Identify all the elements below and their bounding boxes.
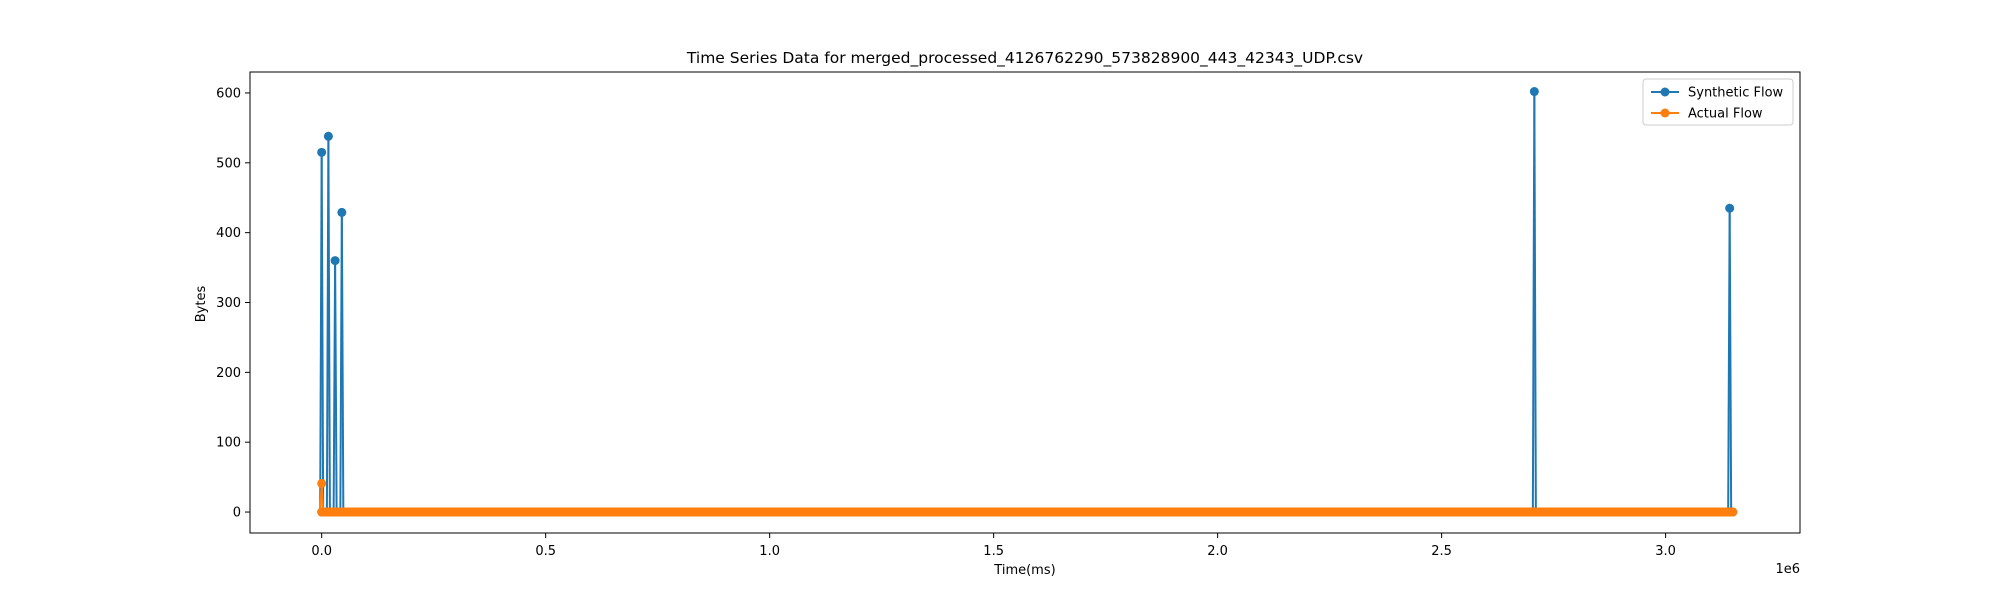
data-point — [317, 478, 327, 488]
x-tick-label: 0.0 — [311, 544, 332, 559]
series-line-segment — [320, 152, 325, 513]
legend-marker — [1660, 108, 1670, 118]
plot-area: 0.0 0.5 1.0 1.5 2.0 2.5 3.0 0 100 200 300 400 500 60… — [216, 71, 1801, 559]
data-point — [323, 131, 333, 141]
series-line-segment — [334, 260, 338, 513]
legend-box — [1642, 78, 1794, 126]
x-axis-ticks: 0.0 0.5 1.0 1.5 2.0 2.5 3.0 — [311, 533, 1676, 559]
series-line-segment — [320, 483, 325, 513]
data-point — [337, 207, 347, 217]
legend-label: Actual Flow — [1688, 107, 1763, 122]
legend-label: Synthetic Flow — [1688, 86, 1784, 101]
series-layer — [317, 87, 1738, 517]
y-tick-label: 100 — [216, 436, 241, 451]
x-tick-label: 1.5 — [983, 544, 1004, 559]
y-tick-label: 500 — [216, 156, 241, 171]
data-point — [317, 147, 327, 157]
legend-items: Synthetic Flow Actual Flow — [1651, 86, 1784, 122]
x-axis-offset-label: 1e6 — [1775, 562, 1800, 577]
data-point — [330, 256, 340, 266]
x-tick-label: 2.0 — [1207, 544, 1228, 559]
x-tick-label: 0.5 — [535, 544, 556, 559]
chart-title: Time Series Data for merged_processed_41… — [686, 49, 1363, 68]
data-point — [1529, 87, 1539, 97]
series-actual-flow — [317, 478, 1738, 517]
series-line-segment — [340, 212, 345, 513]
y-tick-label: 600 — [216, 86, 241, 101]
series-line-segment — [1533, 91, 1537, 513]
legend-marker — [1660, 87, 1670, 97]
y-tick-label: 400 — [216, 226, 241, 241]
y-tick-label: 200 — [216, 366, 241, 381]
x-axis-label: Time(ms) — [993, 563, 1055, 578]
y-tick-label: 300 — [216, 296, 241, 311]
series-line-segment — [327, 136, 331, 513]
x-tick-label: 1.0 — [759, 544, 780, 559]
y-axis-ticks: 0 100 200 300 400 500 600 — [216, 86, 250, 521]
series-line-segment — [1728, 208, 1733, 513]
y-tick-label: 0 — [233, 506, 241, 521]
data-point — [1725, 203, 1735, 213]
x-tick-label: 2.5 — [1431, 544, 1452, 559]
x-tick-label: 3.0 — [1655, 544, 1676, 559]
legend: Synthetic Flow Actual Flow — [1642, 78, 1794, 126]
y-axis-label: Bytes — [194, 286, 209, 323]
